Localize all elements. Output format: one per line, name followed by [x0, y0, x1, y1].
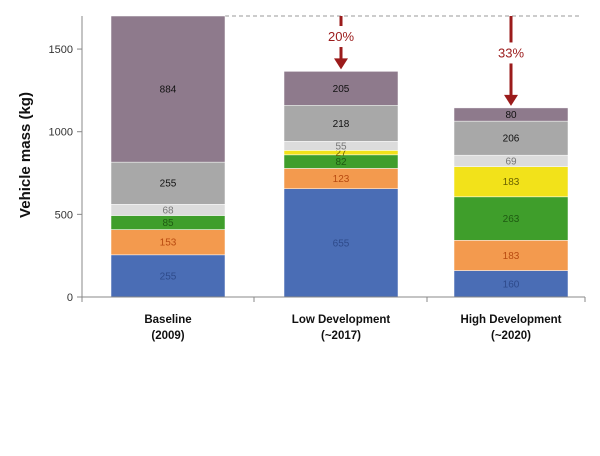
bar-segment-7-1 [283, 71, 399, 106]
data-label: 255 [160, 179, 177, 190]
data-label: 69 [505, 156, 517, 167]
x-tick-label: (~2020) [491, 330, 531, 342]
data-label: 160 [503, 279, 520, 290]
bar-segment-6-0 [110, 161, 226, 205]
y-tick-label: 500 [55, 209, 73, 221]
bar-segment-1-2 [453, 270, 569, 298]
reduction-arrow-head [334, 58, 348, 70]
data-label: 82 [335, 157, 347, 168]
data-label: 183 [503, 177, 520, 188]
bar-segment-7-0 [110, 15, 226, 163]
bar-segment-2-2 [453, 240, 569, 271]
data-label: 55 [335, 141, 347, 152]
bar-segment-6-1 [283, 105, 399, 142]
data-label: 655 [333, 238, 350, 249]
data-label: 27 [335, 148, 347, 159]
reduction-percent-label: 20% [328, 29, 354, 44]
y-tick-label: 1000 [49, 127, 73, 139]
y-axis-label: Vehicle mass (kg) [17, 92, 34, 218]
bar-segment-1-1 [283, 188, 399, 298]
x-tick-label: Low Development [292, 314, 391, 326]
data-label: 255 [160, 271, 177, 282]
x-tick-label: (2009) [151, 330, 184, 342]
x-tick-label: High Development [461, 314, 562, 326]
data-label: 884 [160, 85, 177, 96]
reduction-percent-label: 33% [498, 45, 524, 60]
bar-segment-7-2 [453, 107, 569, 122]
reduction-arrow-head [504, 94, 518, 106]
bar-segment-4-2 [453, 166, 569, 198]
x-tick-label: Baseline [144, 314, 191, 326]
data-label: 123 [333, 174, 350, 185]
data-label: 80 [505, 110, 517, 121]
x-tick-label: (~2017) [321, 330, 361, 342]
data-label: 263 [503, 214, 520, 225]
data-label: 205 [333, 84, 350, 95]
y-tick-label: 0 [67, 292, 73, 304]
data-label: 218 [333, 119, 350, 130]
y-tick-label: 1500 [49, 44, 73, 56]
bar-segment-6-2 [453, 120, 569, 156]
bar-segment-2-0 [110, 229, 226, 256]
data-label: 68 [162, 205, 174, 216]
data-label: 183 [503, 251, 520, 262]
data-label: 206 [503, 134, 520, 145]
data-label: 153 [160, 238, 177, 249]
bar-segment-3-2 [453, 196, 569, 241]
data-label: 85 [162, 218, 174, 229]
